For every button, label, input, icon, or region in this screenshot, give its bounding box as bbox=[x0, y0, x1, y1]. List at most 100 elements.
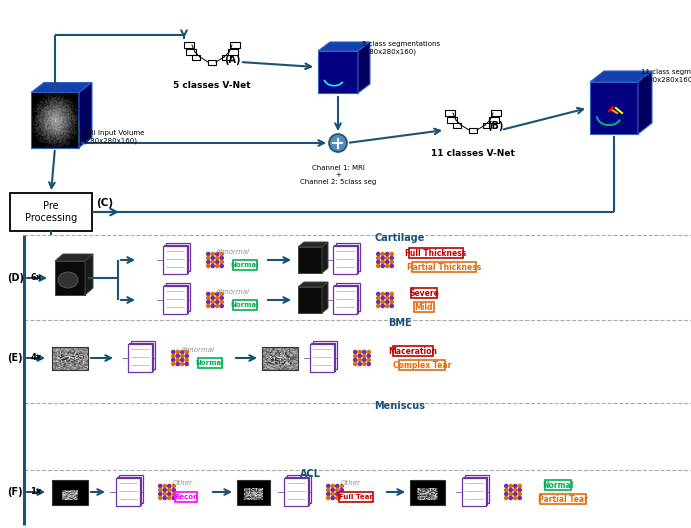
Polygon shape bbox=[85, 254, 93, 295]
Text: (C): (C) bbox=[96, 198, 113, 208]
Circle shape bbox=[354, 359, 357, 362]
Circle shape bbox=[168, 488, 171, 492]
Bar bbox=[318, 51, 358, 93]
Bar bbox=[540, 494, 587, 504]
Circle shape bbox=[336, 496, 339, 499]
Circle shape bbox=[216, 293, 219, 296]
Circle shape bbox=[336, 488, 339, 492]
Circle shape bbox=[207, 293, 210, 296]
Text: Other: Other bbox=[173, 480, 193, 486]
Bar bbox=[131, 341, 155, 369]
Circle shape bbox=[171, 351, 175, 354]
Bar bbox=[462, 478, 486, 506]
Polygon shape bbox=[58, 272, 78, 288]
Circle shape bbox=[176, 351, 180, 354]
Text: 4x: 4x bbox=[30, 354, 41, 363]
Text: Normal: Normal bbox=[231, 302, 259, 308]
Circle shape bbox=[336, 493, 339, 496]
Bar bbox=[447, 117, 457, 123]
Bar bbox=[233, 300, 257, 310]
Circle shape bbox=[171, 354, 175, 357]
Circle shape bbox=[216, 257, 219, 260]
Polygon shape bbox=[322, 242, 328, 273]
Text: Pre
Processing: Pre Processing bbox=[25, 201, 77, 223]
Circle shape bbox=[386, 252, 389, 256]
Circle shape bbox=[207, 260, 210, 263]
Bar bbox=[310, 344, 334, 372]
Bar bbox=[414, 302, 434, 312]
Bar bbox=[164, 244, 189, 272]
Circle shape bbox=[381, 260, 384, 263]
Bar bbox=[333, 246, 357, 274]
Text: (E): (E) bbox=[7, 353, 23, 363]
Circle shape bbox=[386, 293, 389, 296]
Circle shape bbox=[504, 484, 508, 487]
Bar bbox=[339, 492, 373, 502]
Circle shape bbox=[504, 488, 508, 492]
Circle shape bbox=[159, 484, 162, 487]
Circle shape bbox=[381, 293, 384, 296]
Circle shape bbox=[377, 296, 380, 299]
Text: MRI Input Volume
(280x280x160): MRI Input Volume (280x280x160) bbox=[83, 130, 144, 144]
Bar bbox=[298, 287, 322, 313]
Circle shape bbox=[367, 351, 370, 354]
Circle shape bbox=[381, 296, 384, 299]
Circle shape bbox=[172, 484, 176, 487]
Circle shape bbox=[172, 496, 176, 499]
Circle shape bbox=[381, 265, 384, 268]
Circle shape bbox=[386, 305, 389, 308]
Circle shape bbox=[216, 305, 219, 308]
Circle shape bbox=[518, 493, 521, 496]
Circle shape bbox=[381, 257, 384, 260]
Circle shape bbox=[381, 300, 384, 304]
Text: Partial Thickness: Partial Thickness bbox=[407, 262, 481, 271]
Text: Normal: Normal bbox=[196, 360, 225, 366]
Circle shape bbox=[518, 484, 521, 487]
Circle shape bbox=[159, 488, 162, 492]
Circle shape bbox=[363, 359, 366, 362]
Bar bbox=[483, 123, 491, 128]
Text: Maceration: Maceration bbox=[388, 346, 437, 355]
Circle shape bbox=[509, 496, 512, 499]
Circle shape bbox=[168, 484, 171, 487]
Circle shape bbox=[211, 257, 214, 260]
Circle shape bbox=[354, 362, 357, 365]
Circle shape bbox=[390, 257, 393, 260]
Circle shape bbox=[220, 296, 223, 299]
Text: (A): (A) bbox=[224, 55, 240, 65]
Bar bbox=[128, 344, 152, 372]
Circle shape bbox=[331, 493, 334, 496]
Circle shape bbox=[211, 305, 214, 308]
Circle shape bbox=[358, 351, 361, 354]
Bar bbox=[176, 492, 197, 502]
Bar bbox=[453, 123, 461, 128]
Circle shape bbox=[207, 300, 210, 304]
Circle shape bbox=[363, 362, 366, 365]
Bar bbox=[410, 480, 445, 505]
Circle shape bbox=[377, 260, 380, 263]
Circle shape bbox=[211, 296, 214, 299]
Text: 1x: 1x bbox=[30, 487, 41, 496]
Circle shape bbox=[377, 265, 380, 268]
Bar bbox=[336, 283, 360, 311]
Text: (B): (B) bbox=[487, 121, 503, 131]
Bar bbox=[222, 55, 230, 60]
Circle shape bbox=[367, 359, 370, 362]
Text: BME: BME bbox=[388, 318, 412, 328]
Text: Severe: Severe bbox=[409, 288, 439, 297]
Circle shape bbox=[358, 359, 361, 362]
Circle shape bbox=[340, 488, 343, 492]
Bar bbox=[313, 341, 337, 369]
Circle shape bbox=[180, 351, 184, 354]
Bar bbox=[262, 347, 298, 370]
Bar bbox=[491, 110, 501, 116]
Circle shape bbox=[216, 260, 219, 263]
Bar bbox=[409, 248, 463, 258]
Text: Full Tear: Full Tear bbox=[339, 494, 373, 500]
Text: Mild: Mild bbox=[415, 303, 433, 312]
Circle shape bbox=[504, 496, 508, 499]
Text: 5 class segmentations
(280x280x160): 5 class segmentations (280x280x160) bbox=[362, 41, 440, 55]
Circle shape bbox=[377, 305, 380, 308]
Polygon shape bbox=[322, 282, 328, 313]
Bar bbox=[336, 243, 360, 271]
